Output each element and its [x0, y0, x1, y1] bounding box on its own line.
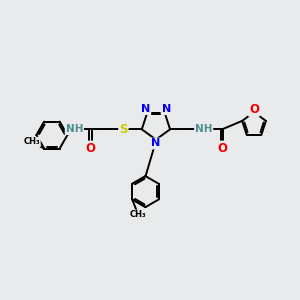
Text: N: N: [151, 139, 160, 148]
Text: CH₃: CH₃: [129, 210, 146, 219]
Text: CH₃: CH₃: [23, 137, 40, 146]
Text: N: N: [161, 104, 171, 114]
Text: O: O: [217, 142, 227, 154]
Text: S: S: [119, 123, 128, 136]
Text: O: O: [86, 142, 96, 154]
Text: O: O: [249, 103, 259, 116]
Text: N: N: [141, 104, 150, 114]
Text: NH: NH: [66, 124, 83, 134]
Text: NH: NH: [195, 124, 212, 134]
